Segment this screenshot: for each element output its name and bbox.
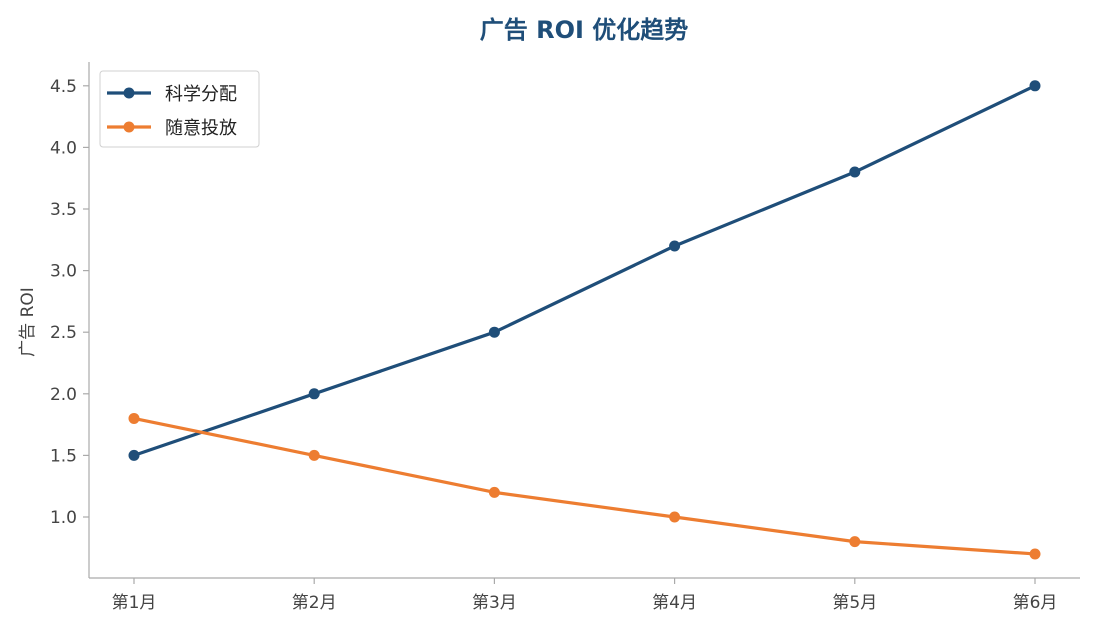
y-tick-label: 3.0 (50, 262, 77, 282)
legend-marker (123, 121, 135, 133)
legend-label: 科学分配 (165, 84, 237, 105)
data-point (488, 326, 500, 338)
y-axis-label: 广告 ROI (18, 287, 38, 357)
x-tick-label: 第5月 (832, 593, 877, 613)
data-point (1029, 80, 1041, 92)
data-point (1029, 548, 1041, 560)
data-point (669, 240, 681, 252)
series-line (132, 416, 1037, 556)
y-tick-label: 1.5 (50, 446, 77, 466)
y-ticks: 1.0 1.5 2.0 2.5 3.0 3.5 4.0 4.5 (50, 77, 89, 528)
x-tick-label: 第2月 (292, 593, 337, 613)
data-point (128, 412, 140, 424)
x-tick-label: 第4月 (652, 593, 697, 613)
x-tick-label: 第6月 (1013, 593, 1058, 613)
data-point (128, 449, 140, 461)
x-tick-label: 第1月 (112, 593, 157, 613)
x-tick-label: 第3月 (472, 593, 517, 613)
y-tick-label: 3.5 (50, 200, 77, 220)
y-tick-label: 2.5 (50, 323, 77, 343)
data-point (849, 536, 861, 548)
data-point (308, 449, 320, 461)
series-layer (128, 80, 1041, 560)
legend-marker (123, 87, 135, 99)
data-point (308, 388, 320, 400)
series-2 (128, 412, 1041, 560)
y-tick-label: 4.0 (50, 138, 77, 158)
data-point (849, 166, 861, 178)
chart-title: 广告 ROI 优化趋势 (480, 16, 689, 44)
data-point (488, 486, 500, 498)
x-ticks: 第1月 第2月 第3月 第4月 第5月 第6月 (112, 578, 1058, 613)
y-tick-label: 2.0 (50, 385, 77, 405)
legend-label: 随意投放 (165, 118, 237, 139)
series-line (132, 84, 1037, 457)
y-tick-label: 4.5 (50, 77, 77, 97)
series-1 (128, 80, 1041, 461)
y-tick-label: 1.0 (50, 508, 77, 528)
data-point (669, 511, 681, 523)
